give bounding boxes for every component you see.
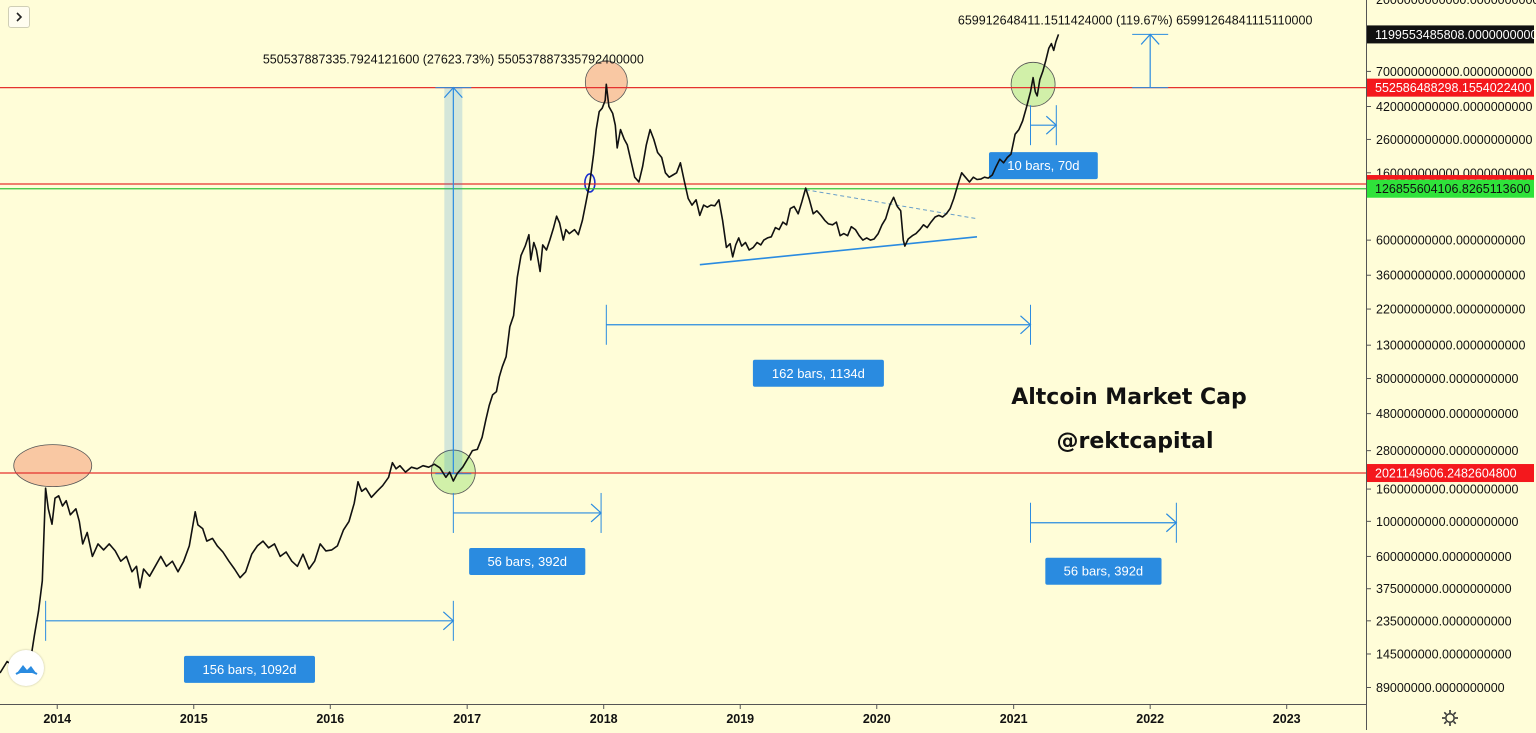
y-tick-label: 8000000000.0000000000 [1376, 372, 1519, 386]
y-tick-label: 600000000.0000000000 [1376, 550, 1512, 564]
x-tick-label: 2016 [316, 712, 344, 726]
y-tick-label: 2800000000.0000000000 [1376, 444, 1519, 458]
date-range-label: 56 bars, 392d [1064, 564, 1144, 579]
watermark-author: @rektcapital [1057, 429, 1214, 454]
y-tick-label: 260000000000.0000000000 [1376, 133, 1532, 147]
watermark-title: Altcoin Market Cap [1011, 385, 1247, 410]
expand-panel-button[interactable] [8, 6, 30, 28]
resistance-price-box [1367, 78, 1534, 97]
current-price-label: 1199553485808.0000000000 [1375, 28, 1536, 42]
circle-markers [13, 60, 1056, 495]
time-axis[interactable]: 2014 2015 2016 2017 2018 2019 2020 2021 2022 2023 [43, 704, 1301, 726]
x-tick-label: 2019 [726, 712, 754, 726]
y-tick-label: 2000000000000.0000000000 [1376, 0, 1536, 7]
blue-circle-marker [584, 173, 596, 193]
date-range-label-box [752, 359, 884, 387]
green-circle-marker [1010, 61, 1056, 107]
x-tick-label: 2015 [180, 712, 208, 726]
price-series [0, 34, 1060, 674]
watermark: Altcoin Market Cap @rektcapital [1011, 385, 1247, 454]
plot-background [0, 0, 1366, 704]
x-tick-label: 2021 [1000, 712, 1028, 726]
y-tick-label: 700000000000.0000000000 [1376, 65, 1532, 79]
y-tick-label: 4800000000.0000000000 [1376, 407, 1519, 421]
range-measurements: 550537887335.7924121600 (27623.73%) 5505… [45, 13, 1313, 683]
price-axis[interactable]: 2000000000000.0000000000 700000000000.000… [1366, 0, 1536, 695]
support-price-box [1367, 179, 1534, 198]
current-price-box [1367, 25, 1534, 44]
date-range-arrow [1020, 315, 1032, 335]
date-range-label-box [469, 547, 586, 575]
x-tick-label: 2017 [453, 712, 481, 726]
chevron-right-icon [16, 12, 23, 22]
x-tick-label: 2022 [1136, 712, 1164, 726]
y-tick-label: 36000000000.0000000000 [1376, 269, 1526, 283]
trendlines [699, 189, 978, 266]
gear-icon[interactable] [1440, 708, 1460, 728]
date-range-label-box [1045, 557, 1162, 585]
y-tick-label: 89000000.0000000000 [1376, 681, 1505, 695]
resistance-price-label: 552586488298.1554022400 [1375, 81, 1531, 95]
y-tick-label: 235000000.0000000000 [1376, 614, 1512, 628]
x-tick-label: 2018 [590, 712, 618, 726]
resistance-dashed-trendline [805, 189, 978, 220]
y-tick-label: 1000000000.0000000000 [1376, 515, 1519, 529]
date-range-label: 162 bars, 1134d [772, 366, 865, 381]
y-tick-label: 60000000000.0000000000 [1376, 234, 1526, 248]
price-labels: 1199553485808.0000000000 552586488298.155… [1367, 25, 1536, 483]
date-range-label-box [183, 655, 315, 683]
cloud-logo-icon[interactable] [8, 650, 44, 686]
date-range-label-box [988, 152, 1098, 180]
y-tick-label: 145000000.0000000000 [1376, 647, 1512, 661]
date-range-arrow [1165, 513, 1178, 533]
red-circle-marker [584, 60, 628, 104]
y-tick-label: 22000000000.0000000000 [1376, 303, 1526, 317]
date-range-label: 156 bars, 1092d [203, 662, 297, 677]
price-line [0, 34, 1060, 674]
x-tick-label: 2023 [1273, 712, 1301, 726]
red-circle-marker [13, 444, 93, 488]
resistance-price-label: 2021149606.2482604800 [1375, 467, 1517, 481]
date-range-arrow [442, 611, 455, 631]
support-trendline [699, 236, 978, 266]
resistance-price-box [1367, 464, 1534, 483]
date-range-arrow [1045, 115, 1058, 135]
x-tick-label: 2014 [43, 712, 71, 726]
x-tick-label: 2020 [863, 712, 891, 726]
date-range-label: 56 bars, 392d [487, 554, 567, 569]
date-range-label: 10 bars, 70d [1007, 158, 1079, 173]
y-tick-label: 375000000.0000000000 [1376, 582, 1512, 596]
y-tick-label: 420000000000.0000000000 [1376, 100, 1532, 114]
date-range-arrow [590, 503, 602, 523]
support-price-label: 126855604106.8265113600 [1375, 182, 1531, 196]
y-tick-label: 13000000000.0000000000 [1376, 339, 1526, 353]
y-tick-label: 1600000000.0000000000 [1376, 483, 1519, 497]
price-range-label: 659912648411.1511424000 (119.67%) 659912… [958, 13, 1313, 27]
price-range-label: 550537887335.7924121600 (27623.73%) 5505… [263, 53, 644, 67]
